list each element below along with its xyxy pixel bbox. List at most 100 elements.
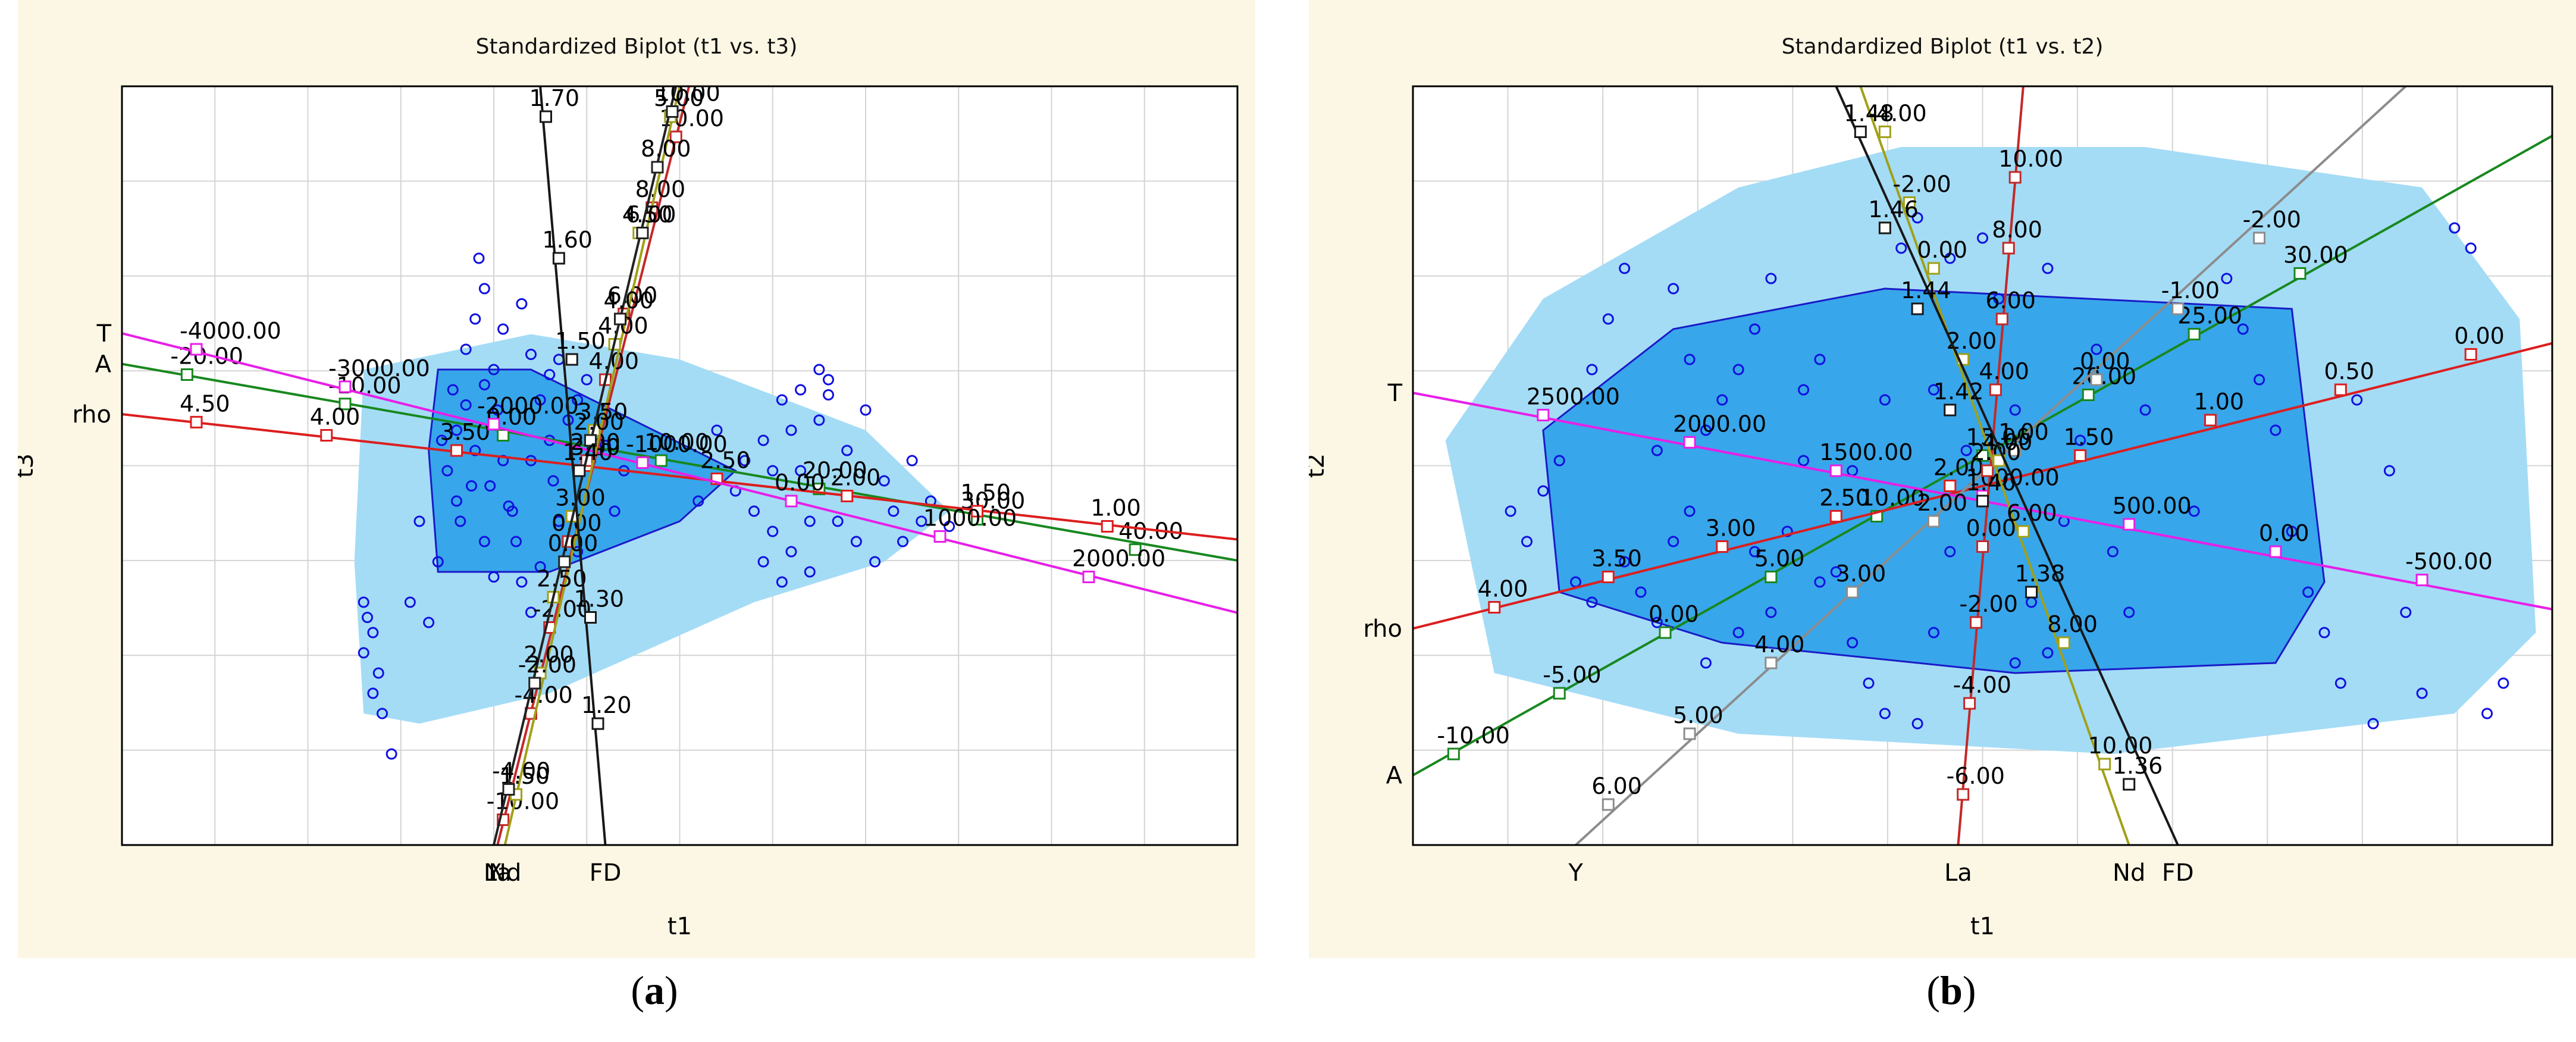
- tick-label: 10.00: [644, 429, 709, 455]
- tick-label: 3.50: [578, 399, 628, 425]
- data-point: [1781, 525, 1793, 537]
- data-point: [1602, 313, 1614, 325]
- tick-marker: [1765, 656, 1778, 669]
- tick-marker: [636, 227, 649, 239]
- data-point: [516, 298, 528, 309]
- tick-label: 1.42: [1933, 378, 1984, 405]
- tick-marker: [1976, 449, 1989, 462]
- tick-label: 0.00: [1966, 515, 2017, 542]
- tick-label: -500.00: [2405, 549, 2493, 575]
- tick-label: 30.00: [2283, 242, 2348, 268]
- data-point: [804, 515, 816, 527]
- data-point: [510, 536, 522, 547]
- data-point: [460, 343, 472, 355]
- tick-label: 1.00: [2194, 389, 2245, 415]
- data-point: [469, 313, 481, 325]
- tick-marker: [1683, 436, 1696, 449]
- tick-label: 1.50: [961, 480, 1011, 506]
- data-point: [2254, 374, 2265, 386]
- tick-marker: [1683, 727, 1696, 740]
- tick-label: 1.00: [1998, 419, 2049, 445]
- tick-marker: [528, 677, 541, 690]
- tick-marker: [1488, 601, 1501, 614]
- tick-marker: [180, 368, 193, 381]
- tick-label: 0.00: [548, 530, 598, 556]
- data-point: [1879, 708, 1891, 719]
- data-point: [1847, 637, 1859, 649]
- data-point: [804, 566, 816, 578]
- data-point: [2074, 434, 2086, 446]
- tick-label: 0.00: [775, 470, 825, 496]
- data-point: [1668, 536, 1679, 547]
- variable-label-la: La: [1944, 859, 1972, 887]
- axis-line: [1835, 86, 2179, 845]
- data-point: [692, 495, 704, 507]
- tick-label: 1.38: [2015, 561, 2066, 587]
- tick-label: -3000.00: [328, 355, 430, 381]
- data-point: [897, 536, 908, 547]
- axis-line: [1413, 342, 2552, 630]
- data-point: [404, 596, 416, 608]
- data-point: [2367, 718, 2379, 730]
- tick-label: -10.00: [1437, 722, 1510, 749]
- data-point: [869, 556, 881, 568]
- tick-marker: [1829, 464, 1842, 477]
- tick-marker: [2188, 328, 2201, 340]
- data-point: [1911, 718, 1923, 730]
- tick-marker: [190, 415, 203, 428]
- data-point: [2270, 424, 2282, 436]
- tick-marker: [1995, 312, 2008, 326]
- data-point: [473, 252, 485, 264]
- tick-marker: [2082, 389, 2095, 401]
- plot-content: -10.00-5.000.005.0010.0015.0020.0025.003…: [1413, 86, 2552, 845]
- tick-label: 10.00: [1998, 146, 2063, 172]
- tick-label: 25.00: [2177, 303, 2242, 329]
- tick-label: -2000.00: [477, 393, 579, 419]
- tick-label: 2.50: [700, 448, 751, 474]
- tick-marker: [1911, 302, 1924, 315]
- tick-marker: [1846, 586, 1859, 599]
- tick-marker: [614, 312, 626, 326]
- data-point: [451, 495, 462, 507]
- tick-marker: [1716, 540, 1729, 553]
- variable-axis-nd: 1.502.002.503.003.504.004.505.00: [500, 85, 704, 845]
- tick-label: 6.00: [1985, 287, 2036, 314]
- tick-marker: [2269, 545, 2282, 558]
- variable-axis-fd: 1.70 1.60 1.50 1.40 1.30 1.20: [529, 86, 632, 845]
- tick-label: 3.00: [1706, 515, 1756, 542]
- variable-label-fd: FD: [590, 859, 622, 887]
- tick-label: 6.00: [626, 202, 676, 228]
- tick-marker: [1989, 383, 2002, 396]
- data-point: [2286, 525, 2298, 537]
- tick-label: 5.00: [654, 85, 704, 111]
- variable-label-a: A: [95, 351, 112, 378]
- data-point: [491, 404, 503, 416]
- data-point: [748, 505, 760, 517]
- data-point: [767, 525, 779, 537]
- plot-frame: [1412, 85, 2553, 846]
- data-point: [1619, 556, 1631, 568]
- y-axis-title: t2: [1309, 453, 1330, 478]
- caption-letter: b: [1940, 968, 1963, 1013]
- tick-label: 1.44: [1901, 277, 1951, 303]
- tick-marker: [1101, 520, 1114, 533]
- biplot-chart-a: -20.00-10.000.0010.0020.0030.0040.004.50…: [18, 85, 1239, 940]
- variable-axis-a: -10.00-5.000.005.0010.0015.0020.0025.003…: [1413, 134, 2552, 777]
- tick-marker: [2123, 518, 2136, 531]
- axis-line: [122, 413, 1237, 541]
- tick-label: 0.00: [2259, 520, 2309, 546]
- data-point: [447, 384, 459, 396]
- tick-label: 2.00: [574, 409, 625, 435]
- tick-label: 4.00: [1979, 358, 2029, 384]
- tick-label: 4.00: [1982, 429, 2033, 455]
- data-point: [944, 521, 955, 532]
- tick-label: 2.00: [831, 465, 881, 491]
- data-point: [813, 414, 825, 426]
- tick-marker: [654, 454, 667, 467]
- tick-label: 1.48: [1844, 101, 1894, 127]
- data-point: [1993, 293, 2005, 305]
- data-point: [1749, 546, 1760, 558]
- data-point: [878, 475, 890, 487]
